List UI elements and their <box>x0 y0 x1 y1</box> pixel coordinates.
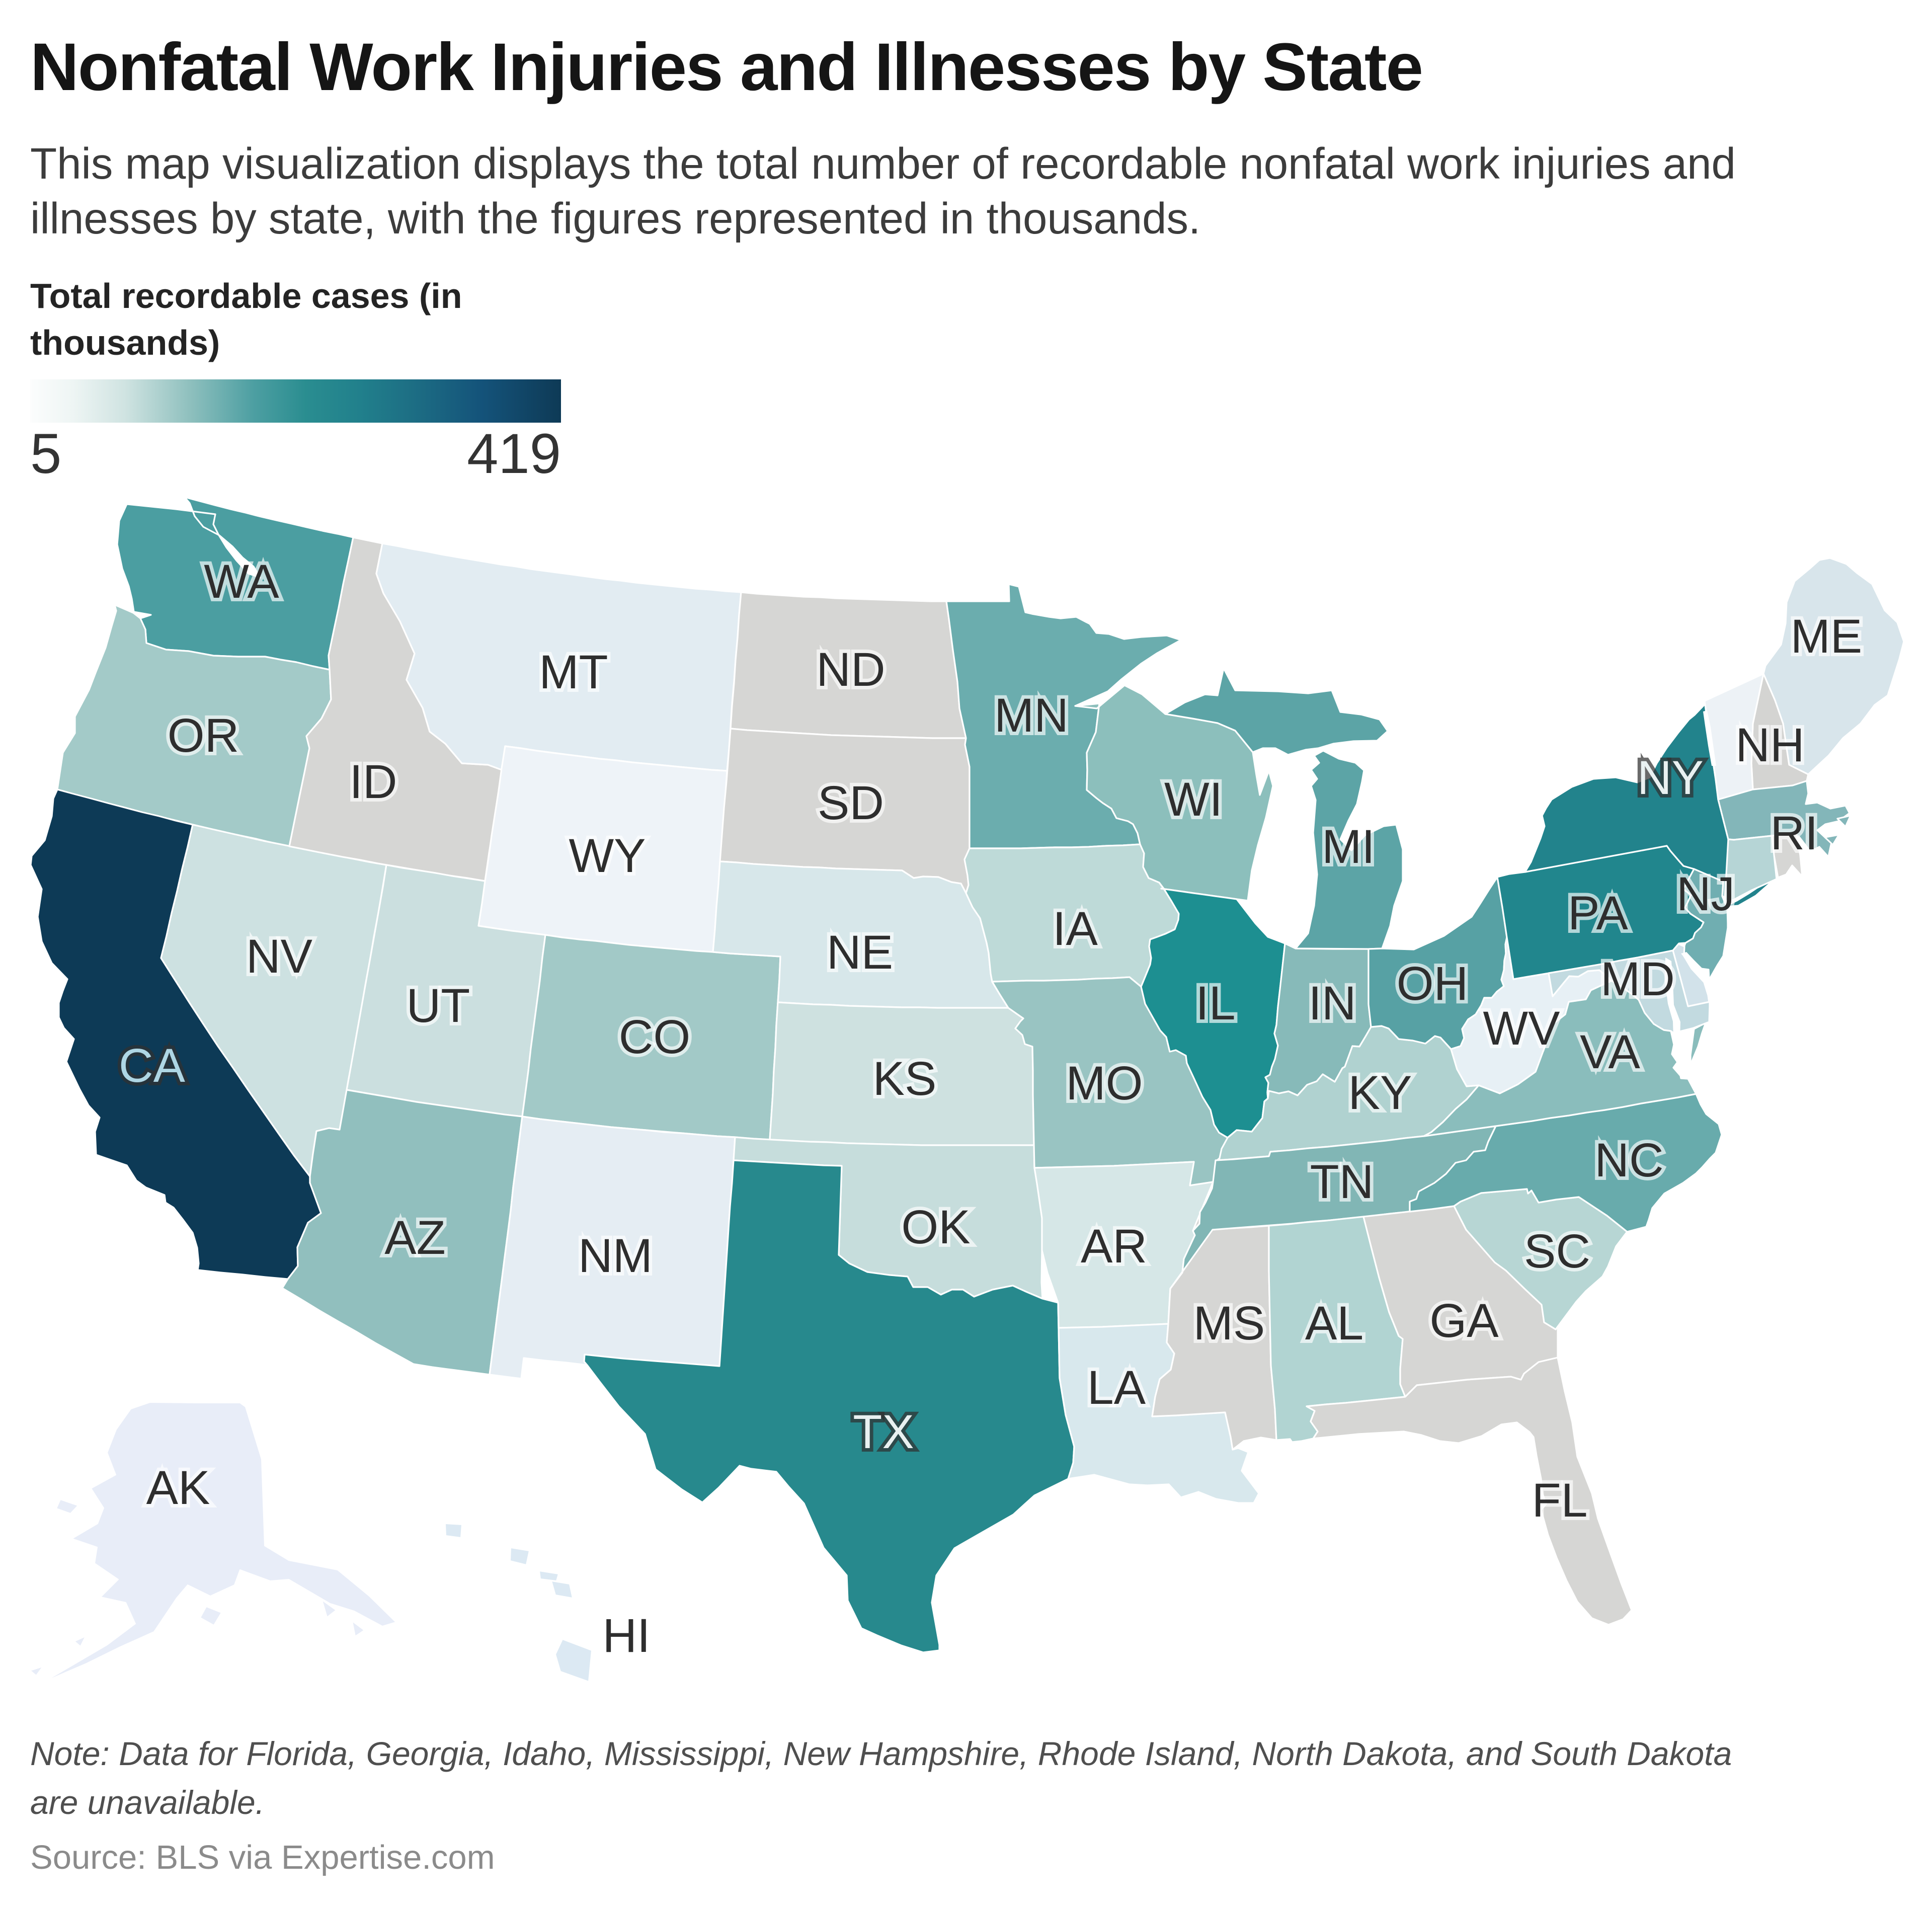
svg-text:CO: CO <box>619 1010 691 1064</box>
svg-text:AL: AL <box>1305 1297 1363 1350</box>
svg-text:KS: KS <box>873 1052 937 1105</box>
svg-text:NM: NM <box>578 1229 653 1283</box>
svg-text:CA: CA <box>119 1039 186 1092</box>
svg-text:OR: OR <box>168 709 239 762</box>
svg-text:MN: MN <box>994 689 1069 742</box>
svg-text:SD: SD <box>818 776 884 830</box>
svg-text:ME: ME <box>1791 610 1863 663</box>
svg-text:MI: MI <box>1322 820 1375 873</box>
svg-text:FL: FL <box>1532 1474 1588 1527</box>
svg-text:ID: ID <box>350 755 397 809</box>
svg-text:AR: AR <box>1081 1220 1147 1273</box>
svg-text:WI: WI <box>1164 773 1223 826</box>
svg-text:SC: SC <box>1524 1225 1590 1278</box>
svg-text:TX: TX <box>853 1405 914 1459</box>
svg-text:ND: ND <box>816 643 885 696</box>
svg-text:GA: GA <box>1429 1294 1499 1347</box>
svg-text:RI: RI <box>1770 807 1818 860</box>
svg-text:VA: VA <box>1580 1025 1640 1079</box>
svg-text:AK: AK <box>146 1461 210 1515</box>
svg-text:LA: LA <box>1087 1361 1146 1414</box>
svg-text:TN: TN <box>1310 1155 1374 1209</box>
svg-text:NC: NC <box>1594 1134 1663 1187</box>
svg-text:UT: UT <box>407 979 470 1032</box>
svg-text:NE: NE <box>827 926 893 979</box>
svg-text:MD: MD <box>1600 952 1675 1006</box>
svg-text:WV: WV <box>1483 1002 1560 1055</box>
svg-text:AZ: AZ <box>384 1211 445 1264</box>
svg-text:NY: NY <box>1637 751 1704 805</box>
svg-text:HI: HI <box>603 1609 651 1662</box>
svg-text:MS: MS <box>1193 1297 1265 1350</box>
svg-text:WY: WY <box>569 829 646 883</box>
svg-text:IN: IN <box>1309 977 1356 1030</box>
svg-text:IL: IL <box>1195 977 1235 1030</box>
svg-text:NJ: NJ <box>1676 867 1735 921</box>
svg-text:OH: OH <box>1397 957 1469 1010</box>
svg-text:KY: KY <box>1348 1066 1412 1120</box>
svg-text:MO: MO <box>1066 1057 1143 1110</box>
svg-text:WA: WA <box>204 555 279 608</box>
svg-text:IA: IA <box>1053 902 1098 956</box>
svg-text:NV: NV <box>246 930 312 983</box>
svg-text:OK: OK <box>901 1201 970 1254</box>
svg-text:PA: PA <box>1568 887 1628 940</box>
svg-text:NH: NH <box>1735 719 1804 772</box>
svg-text:MT: MT <box>539 646 608 699</box>
